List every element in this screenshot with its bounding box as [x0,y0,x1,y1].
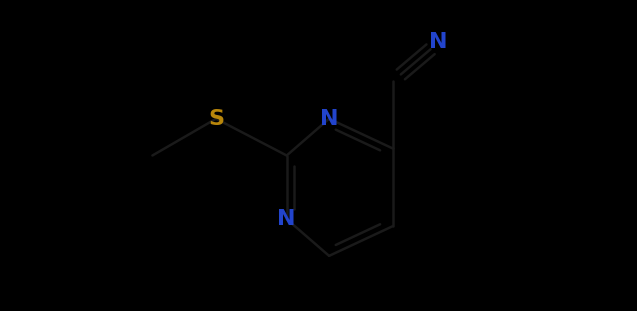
Text: N: N [278,209,296,229]
Text: S: S [208,109,224,129]
Text: N: N [320,109,338,129]
Text: N: N [429,32,448,53]
